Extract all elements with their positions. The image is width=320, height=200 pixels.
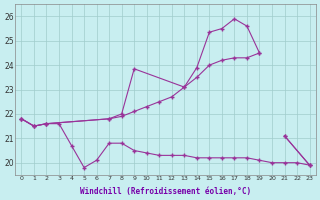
X-axis label: Windchill (Refroidissement éolien,°C): Windchill (Refroidissement éolien,°C) [80,187,251,196]
